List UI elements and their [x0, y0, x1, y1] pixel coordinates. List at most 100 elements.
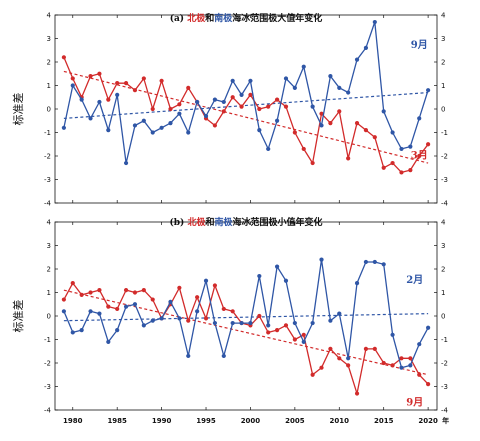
y-tick-label-right: 2 — [441, 266, 445, 274]
data-point — [417, 116, 422, 121]
data-point — [239, 320, 244, 326]
data-point — [372, 19, 377, 25]
data-point — [88, 309, 93, 314]
panel-title: (b) 北极和南极海冰范围极小值年变化 — [169, 216, 322, 228]
data-point — [390, 130, 395, 135]
data-point — [79, 328, 84, 333]
data-point — [372, 346, 377, 351]
y-tick-label-right: -3 — [441, 383, 448, 391]
y-tick-label-left: -3 — [44, 383, 51, 391]
y-tick-label-right: -1 — [441, 336, 448, 344]
data-point — [283, 76, 289, 81]
data-point — [150, 130, 155, 135]
data-point — [61, 125, 66, 130]
data-point — [106, 97, 111, 102]
y-tick-label-left: -2 — [44, 360, 51, 368]
y-tick-label-left: 3 — [47, 35, 51, 43]
data-point — [88, 74, 93, 79]
data-point — [115, 81, 120, 86]
data-point — [257, 273, 262, 279]
y-tick-label-left: -4 — [44, 200, 52, 208]
data-point — [132, 302, 138, 307]
trend-line-blue — [63, 313, 429, 322]
data-point — [186, 353, 191, 359]
data-point — [328, 318, 333, 323]
data-point — [159, 78, 164, 83]
y-tick-label-right: 1 — [441, 82, 445, 90]
data-point — [159, 125, 164, 130]
data-point — [150, 106, 155, 112]
data-point — [177, 102, 182, 107]
panel-a: -4 -4 -3 -3 -2 -2 -1 -1 0 0 1 1 2 2 3 3 4 4 标准差 (a) 北极和南极海冰… — [11, 12, 449, 208]
x-tick-label: 1995 — [196, 417, 216, 425]
y-tick-label-left: 0 — [47, 106, 51, 114]
data-point — [266, 330, 271, 335]
y-tick-label-left: -1 — [44, 129, 51, 137]
data-point — [354, 57, 360, 62]
panel-title-part: 海冰范围极小值年变化 — [232, 216, 322, 228]
data-point — [408, 144, 413, 149]
data-point — [230, 320, 235, 326]
data-point — [97, 99, 102, 105]
data-point — [354, 121, 360, 126]
data-point — [195, 99, 200, 105]
data-point — [141, 76, 146, 81]
panel-title-part: 和 — [204, 12, 214, 24]
x-tick-label: 1980 — [63, 417, 83, 425]
data-point — [363, 259, 369, 265]
data-point — [301, 332, 306, 337]
series-label: 9月 — [411, 39, 428, 51]
data-point — [310, 160, 315, 166]
data-point — [106, 128, 111, 133]
trend-line-blue — [63, 91, 429, 119]
data-point — [123, 81, 129, 86]
data-point — [70, 330, 75, 335]
y-axis-title: 标准差 — [11, 93, 25, 126]
data-point — [141, 288, 146, 293]
data-point — [97, 288, 102, 293]
panel-title-part: 南极 — [214, 216, 233, 228]
y-tick-label-right: -2 — [441, 360, 448, 368]
panel-title-part: 海冰范围极大值年变化 — [232, 12, 322, 24]
x-axis-unit: 年 — [442, 416, 449, 425]
y-tick-label-left: -3 — [44, 176, 51, 184]
data-point — [301, 64, 306, 69]
data-point — [239, 92, 244, 97]
data-point — [399, 146, 404, 152]
data-point — [372, 259, 377, 265]
data-point — [97, 311, 102, 316]
data-point — [88, 290, 93, 295]
data-point — [203, 278, 209, 283]
data-point — [283, 323, 289, 328]
data-point — [212, 320, 218, 326]
data-point — [97, 71, 102, 76]
panel-title-part: 北极 — [187, 12, 206, 24]
data-point — [150, 318, 155, 323]
data-point — [390, 332, 395, 337]
data-point — [61, 309, 66, 314]
data-point — [230, 78, 235, 83]
plot-frame — [54, 14, 438, 204]
data-point — [132, 123, 138, 128]
y-tick-label-right: 3 — [441, 35, 445, 43]
data-point — [266, 323, 271, 328]
data-point — [123, 288, 129, 293]
data-point — [337, 356, 342, 361]
data-point — [186, 85, 191, 90]
data-point — [381, 360, 386, 366]
data-point — [257, 128, 262, 133]
y-axis-title: 标准差 — [11, 300, 25, 333]
data-point — [417, 342, 422, 347]
series-line — [63, 21, 429, 164]
y-tick-label-right: -4 — [441, 407, 449, 415]
data-point — [186, 318, 191, 323]
data-point — [310, 372, 315, 377]
panel-title-part: (b) — [169, 217, 187, 228]
x-tick-label: 1990 — [152, 417, 172, 425]
data-point — [399, 170, 404, 175]
data-point — [106, 339, 111, 344]
y-tick-label-right: 3 — [441, 242, 445, 250]
data-point — [346, 363, 351, 368]
data-point — [301, 339, 306, 344]
data-point — [292, 85, 297, 90]
